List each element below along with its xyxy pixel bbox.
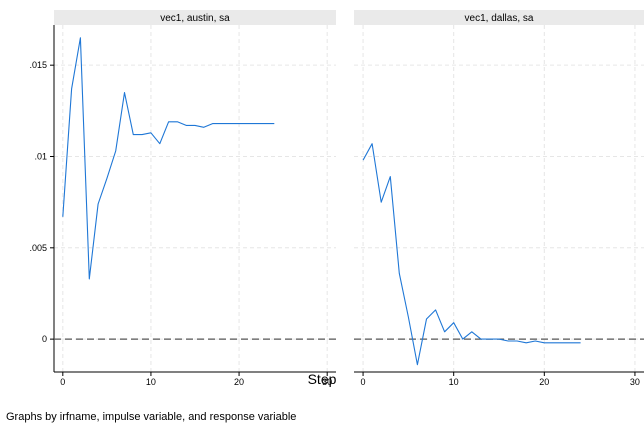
y-tick-label: .015 [29,60,47,70]
x-tick-label: 0 [60,377,65,387]
x-tick-label: 10 [449,377,459,387]
panel-title: vec1, austin, sa [160,13,230,24]
irf-series-line [62,37,275,280]
x-axis-label: Step [308,371,337,387]
x-tick-label: 30 [630,377,640,387]
panel-1: vec1, austin, sa 0 .005 .01 .015 0 10 20 30 [29,10,336,387]
x-tick-label: 0 [361,377,366,387]
panel-strip [354,10,644,25]
x-tick-label: 20 [234,377,244,387]
irf-series-line [362,143,581,366]
y-tick-label: .005 [29,243,47,253]
x-tick-label: 10 [146,377,156,387]
x-tick-label: 20 [539,377,549,387]
y-tick-label: 0 [42,334,47,344]
panel-strip [54,10,336,25]
panel-title: vec1, dallas, sa [465,13,534,24]
graph-note: Graphs by irfname, impulse variable, and… [6,411,296,423]
x-tick-label: 30 [322,377,332,387]
y-tick-label: .01 [34,151,47,161]
panel-2: vec1, dallas, sa 0 10 20 30 [354,10,644,387]
